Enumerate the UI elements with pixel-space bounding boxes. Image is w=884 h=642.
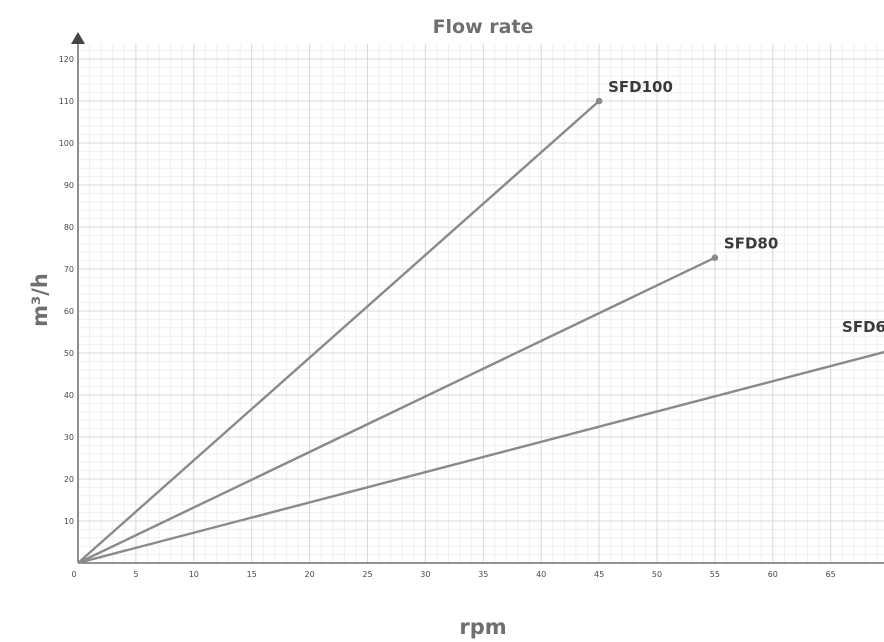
y-tick-label: 90 [64,181,74,190]
x-tick-label: 35 [478,570,488,579]
x-tick-label: 25 [362,570,372,579]
y-tick-label: 10 [64,517,74,526]
y-tick-label: 50 [64,349,74,358]
x-tick-label: 0 [71,570,76,579]
y-tick-label: 30 [64,433,74,442]
y-tick-label: 120 [59,55,74,64]
series-line-sfd80 [77,256,716,565]
x-tick-label: 60 [768,570,778,579]
y-tick-label: 70 [64,265,74,274]
x-tick-label: 10 [189,570,199,579]
y-axis-arrow-icon [71,32,85,44]
y-tick-label: 40 [64,391,74,400]
series-labels: SFD100 SFD80 SFD6 [608,78,884,336]
x-tick-label: 45 [594,570,604,579]
x-tick-label: 5 [133,570,138,579]
x-tick-label: 65 [826,570,836,579]
y-tick-label: 100 [59,139,74,148]
x-tick-label: 50 [652,570,662,579]
x-tick-labels: 0510152025303540455055606570 [71,570,884,579]
x-tick-label: 40 [536,570,546,579]
x-axis-label: rpm [459,615,506,639]
x-tick-label: 30 [420,570,430,579]
x-tick-label: 20 [305,570,315,579]
y-tick-labels: 10 20 30 40 50 60 70 80 90 100 110 120 [59,55,74,526]
series-label-sfd80: SFD80 [724,235,778,253]
series-line-sfd100 [77,100,600,564]
y-axis-label: m³/h [28,273,52,327]
y-tick-label: 60 [64,307,74,316]
major-grid [78,44,884,563]
series-label-sfd100: SFD100 [608,78,673,96]
x-tick-label: 15 [247,570,257,579]
y-tick-label: 20 [64,475,74,484]
series-end-point-sfd80 [711,254,719,261]
axes [71,32,884,564]
series-label-sfd6: SFD6 [842,318,884,336]
x-tick-label: 55 [710,570,720,579]
y-tick-label: 80 [64,223,74,232]
series-line-sfd6 [77,350,884,565]
chart-title: Flow rate [433,16,534,38]
series-lines [77,97,884,565]
series-end-point-sfd100 [595,97,603,105]
y-tick-label: 110 [59,97,74,106]
minor-grid [78,44,884,563]
